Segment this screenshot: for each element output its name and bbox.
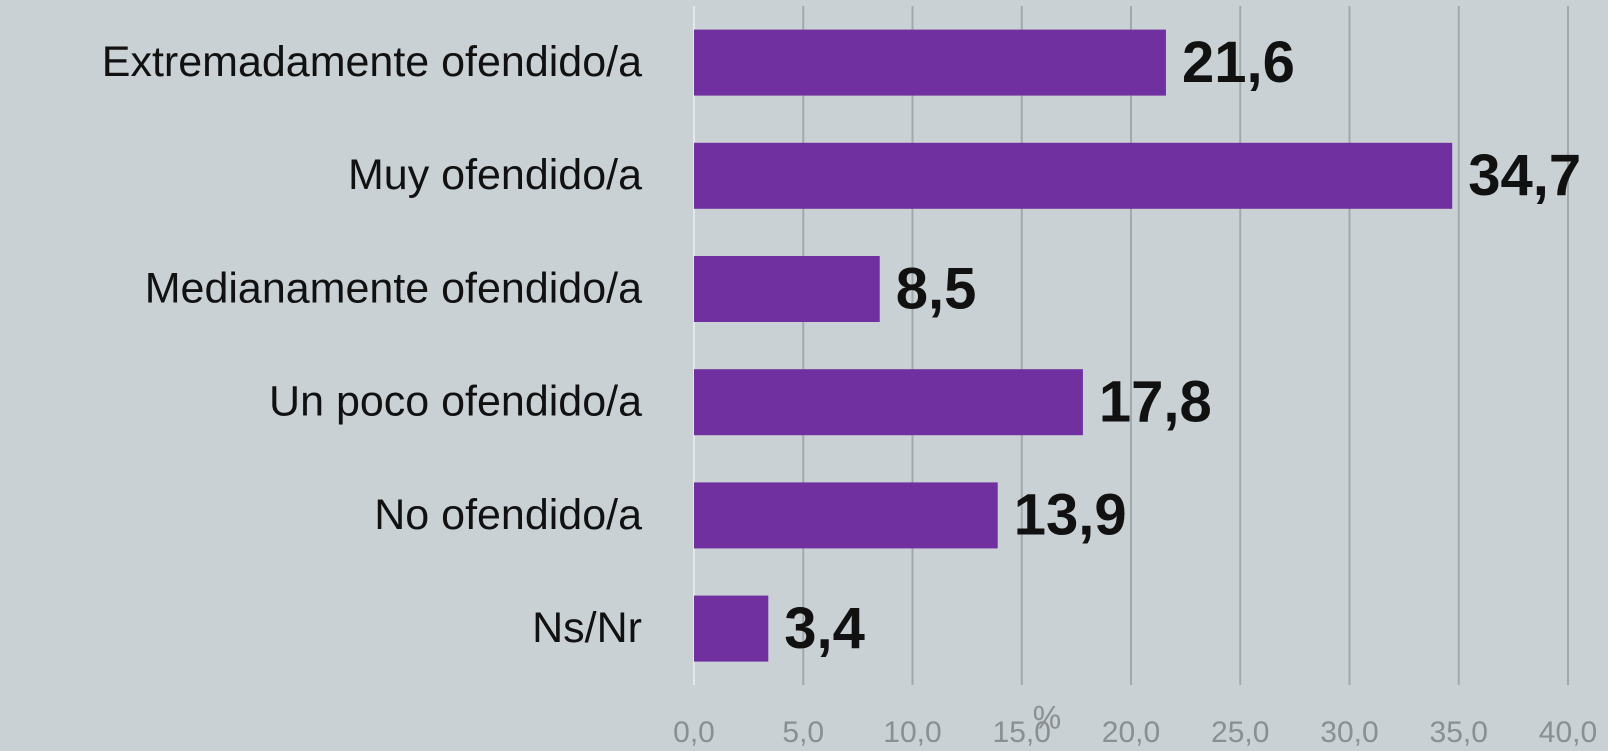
bar [694, 482, 998, 549]
y-tick-label: Extremadamente ofendido/a [102, 38, 642, 86]
value-label: 17,8 [1099, 370, 1212, 435]
x-axis-label: % [1033, 699, 1061, 735]
value-label: 34,7 [1468, 143, 1581, 208]
x-tick-label: 5,0 [782, 716, 824, 749]
y-tick-label: Ns/Nr [532, 604, 642, 652]
x-tick-label: 15,0 [993, 716, 1051, 749]
bar [694, 142, 1453, 209]
value-label: 8,5 [896, 256, 977, 321]
bar [694, 595, 769, 662]
x-tick-label: 10,0 [883, 716, 941, 749]
bar [694, 29, 1166, 96]
bar [694, 256, 880, 322]
x-tick-label: 0,0 [673, 716, 715, 749]
y-tick-label: No ofendido/a [374, 491, 642, 539]
x-tick-label: 40,0 [1539, 716, 1597, 749]
x-tick-label: 35,0 [1430, 716, 1488, 749]
x-tick-label: 20,0 [1102, 716, 1160, 749]
value-label: 13,9 [1014, 483, 1127, 548]
value-label: 3,4 [784, 596, 865, 661]
y-tick-label: Muy ofendido/a [348, 151, 642, 199]
bar [694, 369, 1083, 436]
x-tick-label: 25,0 [1211, 716, 1269, 749]
y-tick-label: Medianamente ofendido/a [145, 264, 642, 312]
x-tick-label: 30,0 [1320, 716, 1378, 749]
value-label: 21,6 [1182, 30, 1295, 95]
y-tick-label: Un poco ofendido/a [269, 378, 642, 426]
